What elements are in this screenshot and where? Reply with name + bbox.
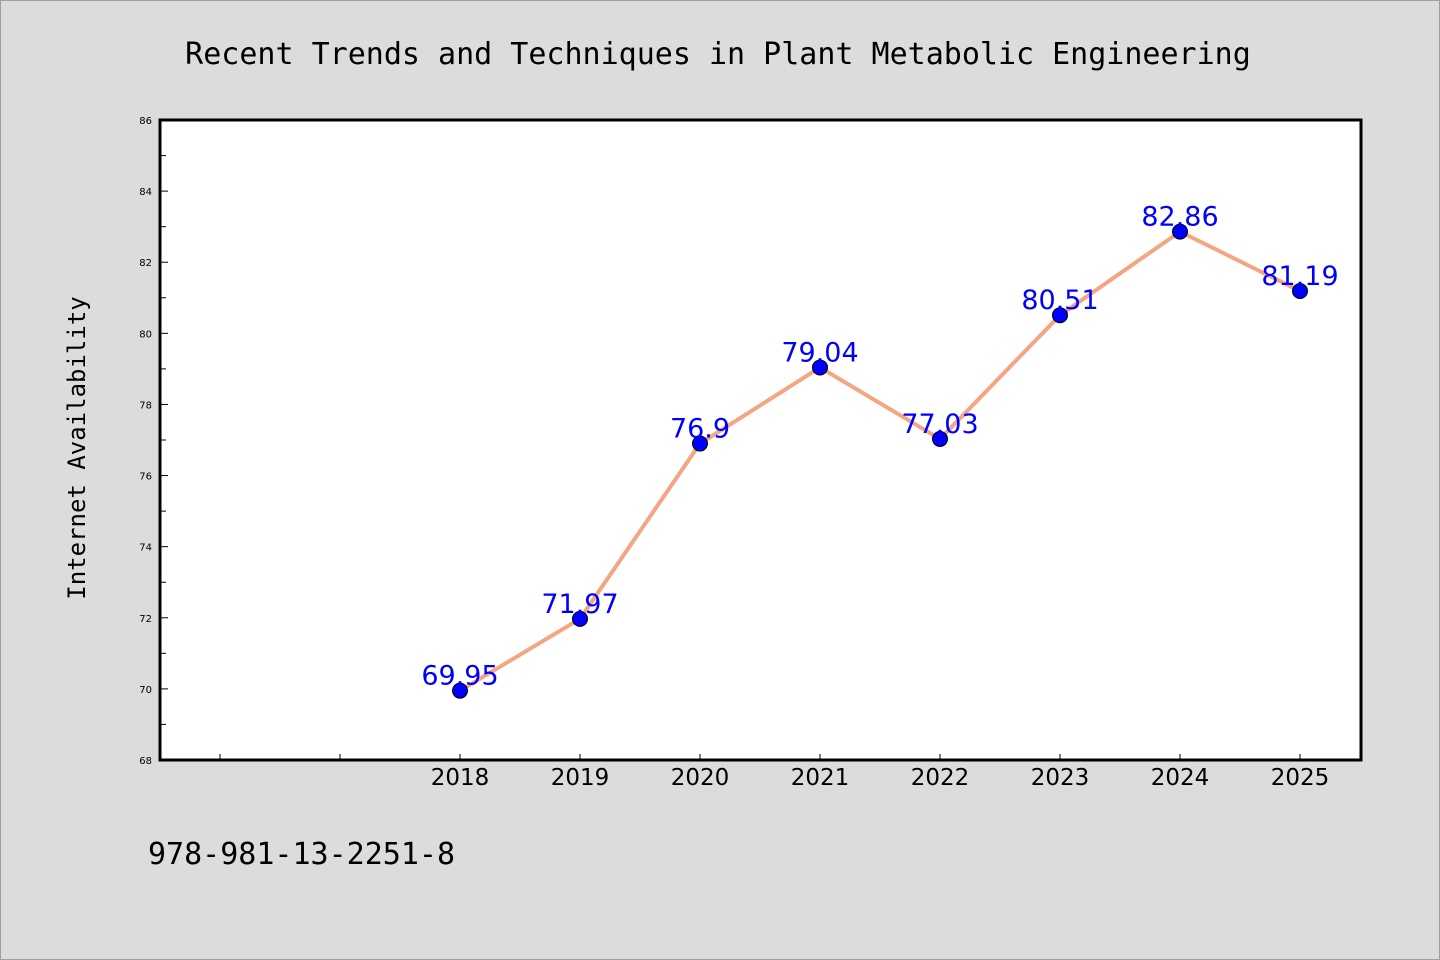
x-tick-label: 2019 <box>551 765 610 791</box>
data-point <box>1172 223 1188 240</box>
data-label: 81.19 <box>1261 261 1338 292</box>
y-tick-label: 74 <box>139 543 152 554</box>
x-axis-ticks: 2018 2019 2020 2021 2022 2023 2024 2025 <box>219 754 1330 791</box>
data-label: 69.95 <box>421 661 498 692</box>
y-tick-label: 76 <box>139 472 152 483</box>
series-layer <box>452 223 1308 699</box>
y-tick-label: 78 <box>139 400 152 411</box>
data-label: 76.9 <box>670 414 730 445</box>
x-tick-label: 2018 <box>431 765 490 791</box>
x-tick-label: 2023 <box>1031 765 1090 791</box>
data-point <box>1052 307 1068 324</box>
x-tick-label: 2022 <box>911 765 970 791</box>
data-label: 71.97 <box>541 589 618 620</box>
data-point <box>452 682 468 699</box>
data-point <box>572 610 588 627</box>
y-tick-label: 82 <box>139 258 152 269</box>
data-label: 79.04 <box>781 337 858 368</box>
plot-area <box>160 120 1361 760</box>
y-tick-label: 72 <box>139 614 152 625</box>
x-tick-label: 2024 <box>1151 765 1210 791</box>
data-labels-layer: 69.95 71.97 76.9 79.04 77.03 80.51 82.86 81.19 <box>421 202 1338 692</box>
y-axis-label: Internet Availability <box>63 296 91 599</box>
y-tick-label: 80 <box>139 329 152 340</box>
data-point <box>692 435 708 452</box>
y-tick-label: 86 <box>139 116 152 127</box>
isbn-footer: 978-981-13-2251-8 <box>148 837 455 872</box>
data-point <box>1292 283 1308 300</box>
y-tick-label: 84 <box>139 187 152 198</box>
x-tick-label: 2025 <box>1271 765 1330 791</box>
data-label: 80.51 <box>1021 285 1098 316</box>
data-label: 82.86 <box>1141 202 1218 233</box>
x-tick-label: 2021 <box>791 765 850 791</box>
data-label: 77.03 <box>901 409 978 440</box>
series-line <box>458 229 1302 693</box>
data-point <box>812 359 828 376</box>
x-tick-label: 2020 <box>671 765 730 791</box>
y-tick-label: 68 <box>139 756 152 767</box>
y-tick-label: 70 <box>139 685 152 696</box>
plot-frame <box>158 118 1363 762</box>
data-point <box>932 430 948 447</box>
chart-title: Recent Trends and Techniques in Plant Me… <box>185 37 1251 72</box>
